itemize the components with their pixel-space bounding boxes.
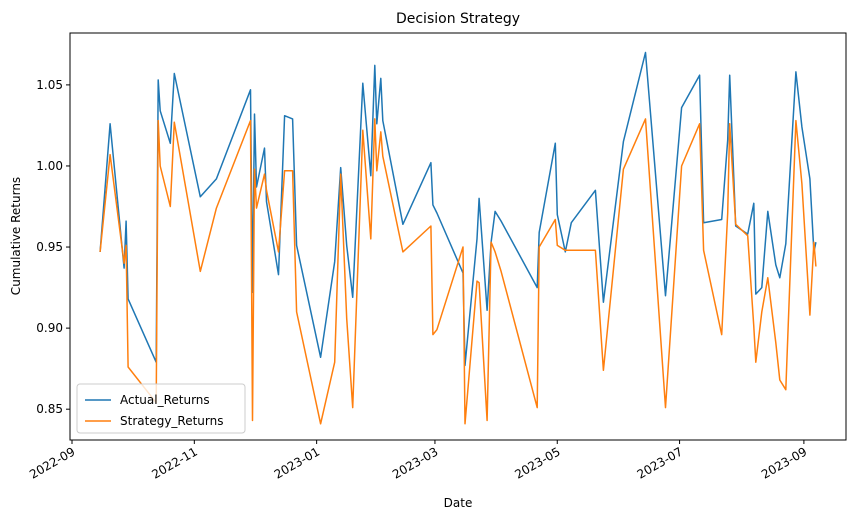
series-line-strategy-returns xyxy=(99,118,817,425)
plot-frame xyxy=(69,32,847,441)
series-layer xyxy=(99,51,817,425)
chart-title: Decision Strategy xyxy=(396,11,520,27)
y-tick-label: 1.05 xyxy=(36,78,63,92)
y-axis: 0.85 0.90 0.95 1.00 1.05 xyxy=(36,78,70,416)
y-axis-label: Cumulative Returns xyxy=(9,177,23,295)
y-tick-label: 0.90 xyxy=(36,321,63,335)
legend: Actual_Returns Strategy_Returns xyxy=(76,383,246,434)
legend-label: Actual_Returns xyxy=(120,393,210,407)
x-axis-label: Date xyxy=(444,496,473,510)
y-tick-label: 0.85 xyxy=(36,402,63,416)
legend-box xyxy=(76,383,246,434)
legend-label: Strategy_Returns xyxy=(120,414,224,428)
y-tick-label: 1.00 xyxy=(36,159,63,173)
y-tick-label: 0.95 xyxy=(36,240,63,254)
